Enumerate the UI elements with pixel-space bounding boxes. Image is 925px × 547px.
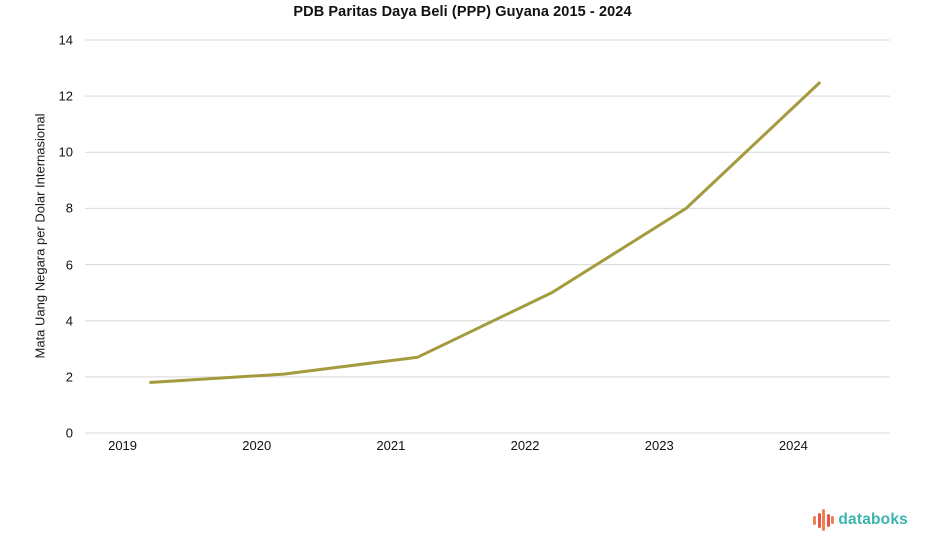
- data-line-series: [149, 81, 822, 384]
- y-axis-tick-label: 6: [65, 257, 73, 273]
- x-axis-tick-label: 2024: [778, 438, 808, 453]
- y-axis-tick-label: 4: [65, 313, 73, 329]
- y-axis-tick-label: 12: [58, 88, 73, 104]
- bar-wave-icon: [813, 508, 835, 532]
- chart-title: PDB Paritas Daya Beli (PPP) Guyana 2015 …: [293, 4, 632, 20]
- y-axis-tick-label: 10: [58, 144, 73, 160]
- y-axis-tick-label: 2: [65, 369, 73, 385]
- x-axis-tick-label: 2023: [644, 438, 674, 453]
- x-axis-tick-label: 2019: [108, 438, 138, 453]
- line-chart-plot-area: [85, 39, 890, 434]
- x-axis-tick-label: 2022: [510, 438, 540, 453]
- y-axis-tick-label: 14: [58, 32, 73, 48]
- databoks-logo-text: databoks: [838, 511, 908, 528]
- databoks-logo: databoks: [813, 508, 908, 532]
- y-axis-tick-label: 0: [65, 425, 73, 441]
- x-axis-tick-label: 2020: [242, 438, 272, 453]
- x-axis-tick-label: 2021: [376, 438, 406, 453]
- y-axis-tick-label: 8: [65, 200, 73, 216]
